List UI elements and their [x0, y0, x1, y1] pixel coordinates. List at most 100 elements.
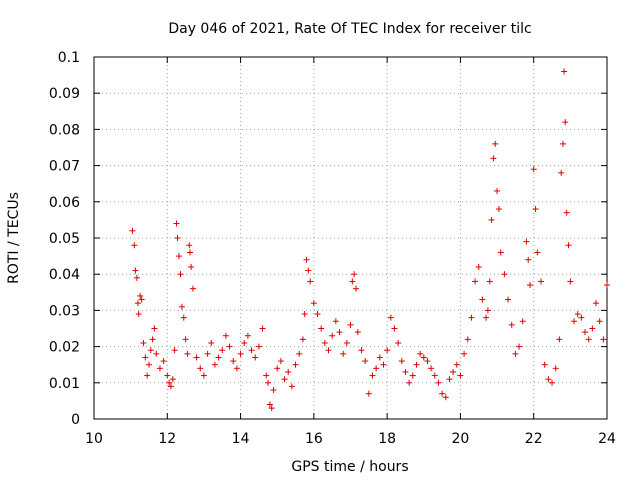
y-axis-label: ROTI / TECUs [6, 192, 22, 284]
data-point-marker [461, 350, 468, 357]
data-point-marker [268, 405, 275, 412]
data-point-marker [497, 249, 504, 256]
data-point-marker [365, 390, 372, 397]
data-point-marker [281, 376, 288, 383]
data-point-marker [512, 350, 519, 357]
data-point-marker [571, 318, 578, 325]
data-point-marker [208, 339, 215, 346]
data-point-marker [180, 314, 187, 321]
data-point-marker [490, 155, 497, 162]
data-point-marker [457, 372, 464, 379]
data-point-marker [270, 387, 277, 394]
data-point-marker [395, 339, 402, 346]
data-point-marker [567, 278, 574, 285]
data-point-marker [582, 329, 589, 336]
data-point-marker [468, 314, 475, 321]
data-point-marker [156, 365, 163, 372]
x-tick-label: 10 [85, 431, 103, 447]
data-point-marker [186, 242, 193, 249]
y-tick-label: 0.06 [49, 195, 80, 211]
data-point-marker [176, 253, 183, 260]
data-point-marker [505, 296, 512, 303]
data-point-marker [336, 329, 343, 336]
data-point-marker [292, 361, 299, 368]
data-point-marker [565, 242, 572, 249]
data-point-marker [131, 242, 138, 249]
data-point-marker [230, 358, 237, 365]
data-point-marker [274, 365, 281, 372]
data-point-marker [420, 354, 427, 361]
data-point-marker [343, 339, 350, 346]
x-tick-labels: 10 12 14 16 18 20 22 24 [85, 431, 616, 447]
y-tick-label: 0.02 [49, 340, 80, 356]
data-point-marker [563, 209, 570, 216]
data-point-marker [560, 140, 567, 147]
data-point-marker [153, 350, 160, 357]
data-point-marker [241, 339, 248, 346]
data-point-marker [237, 350, 244, 357]
data-point-marker [552, 365, 559, 372]
data-point-marker [211, 361, 218, 368]
y-tick-label: 0.01 [49, 376, 80, 392]
data-point-marker [409, 372, 416, 379]
data-point-marker [303, 256, 310, 263]
data-point-marker [508, 321, 515, 328]
data-point-marker [325, 347, 332, 354]
data-point-marker [593, 300, 600, 307]
data-point-marker [387, 314, 394, 321]
x-tick-label: 14 [232, 431, 250, 447]
data-point-marker [384, 347, 391, 354]
plot-frame [93, 56, 608, 420]
x-axis-label: GPS time / hours [291, 459, 408, 475]
data-point-marker [134, 300, 141, 307]
data-point-marker [479, 296, 486, 303]
data-point-marker [424, 358, 431, 365]
y-tick-label: 0.08 [49, 122, 80, 138]
data-point-marker [277, 358, 284, 365]
data-point-marker [147, 347, 154, 354]
data-point-marker [310, 300, 317, 307]
data-point-marker [166, 379, 173, 386]
data-point-marker [145, 361, 152, 368]
data-point-marker [391, 325, 398, 332]
data-point-marker [305, 267, 312, 274]
data-point-marker [380, 361, 387, 368]
x-tick-label: 24 [598, 431, 616, 447]
x-tick-label: 18 [378, 431, 396, 447]
data-point-marker [358, 347, 365, 354]
data-point-marker [197, 365, 204, 372]
data-point-marker [133, 274, 140, 281]
data-point-marker [314, 311, 321, 318]
data-point-marker [164, 372, 171, 379]
data-point-marker [376, 354, 383, 361]
data-point-marker [596, 318, 603, 325]
data-point-marker [561, 68, 568, 75]
data-point-marker [252, 354, 259, 361]
data-point-marker [574, 311, 581, 318]
data-point-marker [189, 285, 196, 292]
data-point-marker [413, 361, 420, 368]
data-point-marker [431, 372, 438, 379]
data-point-marker [532, 206, 539, 213]
data-point-marker [193, 354, 200, 361]
data-point-marker [523, 238, 530, 245]
x-tick-label: 12 [158, 431, 176, 447]
data-point-marker [248, 347, 255, 354]
data-point-marker [604, 282, 610, 289]
data-point-marker [347, 321, 354, 328]
data-point-marker [244, 332, 251, 339]
data-point-marker [329, 332, 336, 339]
data-point-marker [177, 271, 184, 278]
data-point-marker [135, 311, 142, 318]
data-point-marker [171, 347, 178, 354]
data-point-marker [222, 332, 229, 339]
data-point-marker [174, 235, 181, 241]
data-point-marker [549, 379, 556, 386]
data-point-marker [265, 379, 272, 386]
data-point-marker [439, 390, 446, 397]
data-point-marker [527, 282, 534, 289]
chart-title: Day 046 of 2021, Rate Of TEC Index for r… [168, 21, 531, 37]
data-point-marker [398, 358, 405, 365]
data-point-marker [354, 329, 361, 336]
data-point-marker [453, 361, 460, 368]
